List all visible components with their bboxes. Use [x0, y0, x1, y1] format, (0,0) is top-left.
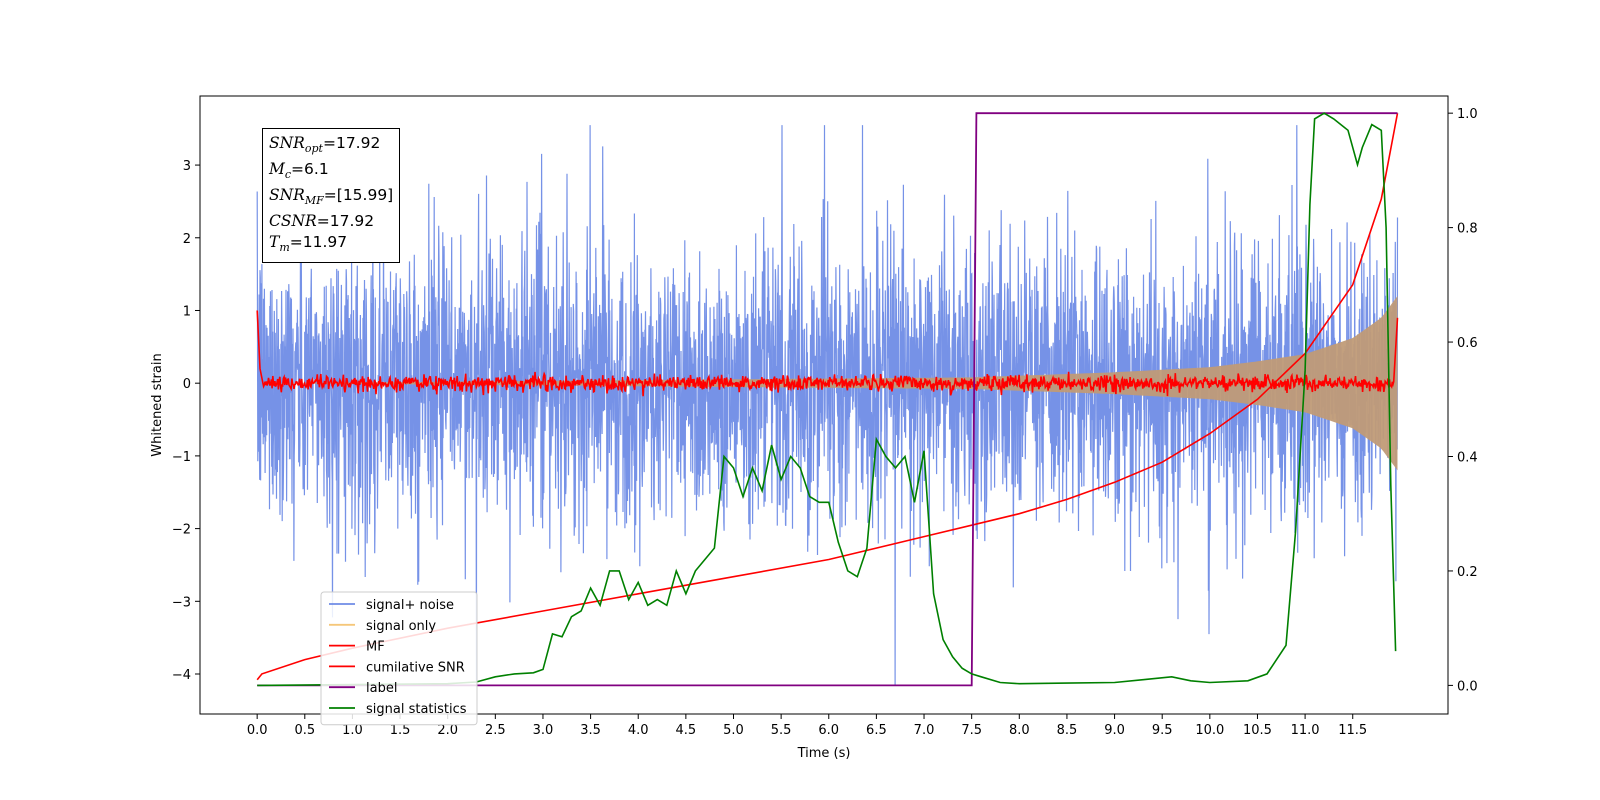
x-tick-label: 10.5	[1243, 723, 1272, 738]
mc-line: Mc=6.1	[269, 160, 329, 182]
x-axis-label: Time (s)	[797, 746, 851, 761]
legend: signal+ noise signal only MF cumilative SNR…	[320, 591, 478, 726]
snr-mf-line: SNRMF=[15.99]	[269, 186, 394, 208]
x-tick-label: 10.0	[1195, 723, 1224, 738]
legend-label: signal statistics	[366, 702, 467, 717]
legend-box	[320, 591, 478, 726]
x-tick-label: 6.5	[866, 723, 887, 738]
y-tick-label: 1	[183, 304, 191, 319]
y2-tick-label: 0.0	[1457, 679, 1478, 694]
y2-tick-label: 0.6	[1457, 336, 1478, 351]
csnr-line: CSNR=17.92	[269, 212, 375, 231]
legend-label: label	[366, 681, 397, 696]
y-axis-label: Whitened strain	[150, 353, 165, 456]
legend-label: cumilative SNR	[366, 660, 465, 675]
x-tick-label: 11.0	[1291, 723, 1320, 738]
x-tick-label: 1.0	[342, 723, 363, 738]
tm-line: Tm=11.97	[269, 233, 348, 255]
legend-label: MF	[366, 640, 385, 655]
x-tick-label: 8.0	[1009, 723, 1030, 738]
legend-label: signal+ noise	[366, 598, 454, 613]
x-tick-label: 11.5	[1338, 723, 1367, 738]
x-tick-label: 6.0	[818, 723, 839, 738]
mc-value: 6.1	[304, 160, 329, 179]
y-tick-label: 0	[183, 377, 191, 392]
y2-axis-ticks: 1.0 0.8 0.6 0.4 0.2 0.0	[1448, 107, 1478, 694]
x-tick-label: 7.5	[961, 723, 982, 738]
axes-frame	[199, 95, 1449, 715]
x-tick-label: 9.5	[1152, 723, 1173, 738]
tm-value: 11.97	[302, 233, 348, 252]
y2-tick-label: 0.2	[1457, 565, 1478, 580]
y-axis-ticks: 3 2 1 0 −1 −2 −3 −4	[172, 159, 200, 683]
snr-opt-value: 17.92	[335, 134, 381, 152]
y2-tick-label: 0.8	[1457, 222, 1478, 237]
x-tick-label: 2.0	[437, 723, 458, 738]
snr-opt-line: SNRopt=17.92	[269, 134, 381, 156]
x-axis-ticks: 0.0 0.5 1.0 1.5 2.0 2.5 3.0 3.5 4.0 4.5 5.0 5.5 6.0 6…	[247, 714, 1367, 738]
x-tick-label: 5.5	[771, 723, 792, 738]
y-tick-label: −2	[172, 523, 191, 538]
y-tick-label: 2	[183, 232, 191, 247]
signal-statistics-line	[257, 112, 1397, 687]
label-line	[257, 112, 1398, 687]
y-tick-label: −3	[172, 595, 191, 610]
legend-label: signal only	[366, 619, 436, 634]
annotation-box: SNRopt=17.92 Mc=6.1 SNRMF=[15.99] CSNR=1…	[262, 128, 401, 264]
y-tick-label: −1	[172, 450, 191, 465]
x-tick-label: 4.5	[676, 723, 697, 738]
y-tick-label: 3	[183, 159, 191, 174]
x-tick-label: 7.0	[914, 723, 935, 738]
snr-mf-value: [15.99]	[336, 186, 394, 205]
x-tick-label: 5.0	[723, 723, 744, 738]
x-tick-label: 4.0	[628, 723, 649, 738]
y2-tick-label: 1.0	[1457, 107, 1478, 122]
mf-line	[256, 310, 1399, 397]
x-tick-label: 0.0	[247, 723, 268, 738]
x-tick-label: 9.0	[1104, 723, 1125, 738]
csnr-value: 17.92	[329, 212, 375, 231]
x-tick-label: 2.5	[485, 723, 506, 738]
x-tick-label: 3.0	[533, 723, 554, 738]
x-tick-label: 3.5	[580, 723, 601, 738]
x-tick-label: 1.5	[390, 723, 411, 738]
x-tick-label: 0.5	[294, 723, 315, 738]
x-tick-label: 8.5	[1057, 723, 1078, 738]
y2-tick-label: 0.4	[1457, 451, 1478, 466]
y-tick-label: −4	[172, 668, 191, 683]
